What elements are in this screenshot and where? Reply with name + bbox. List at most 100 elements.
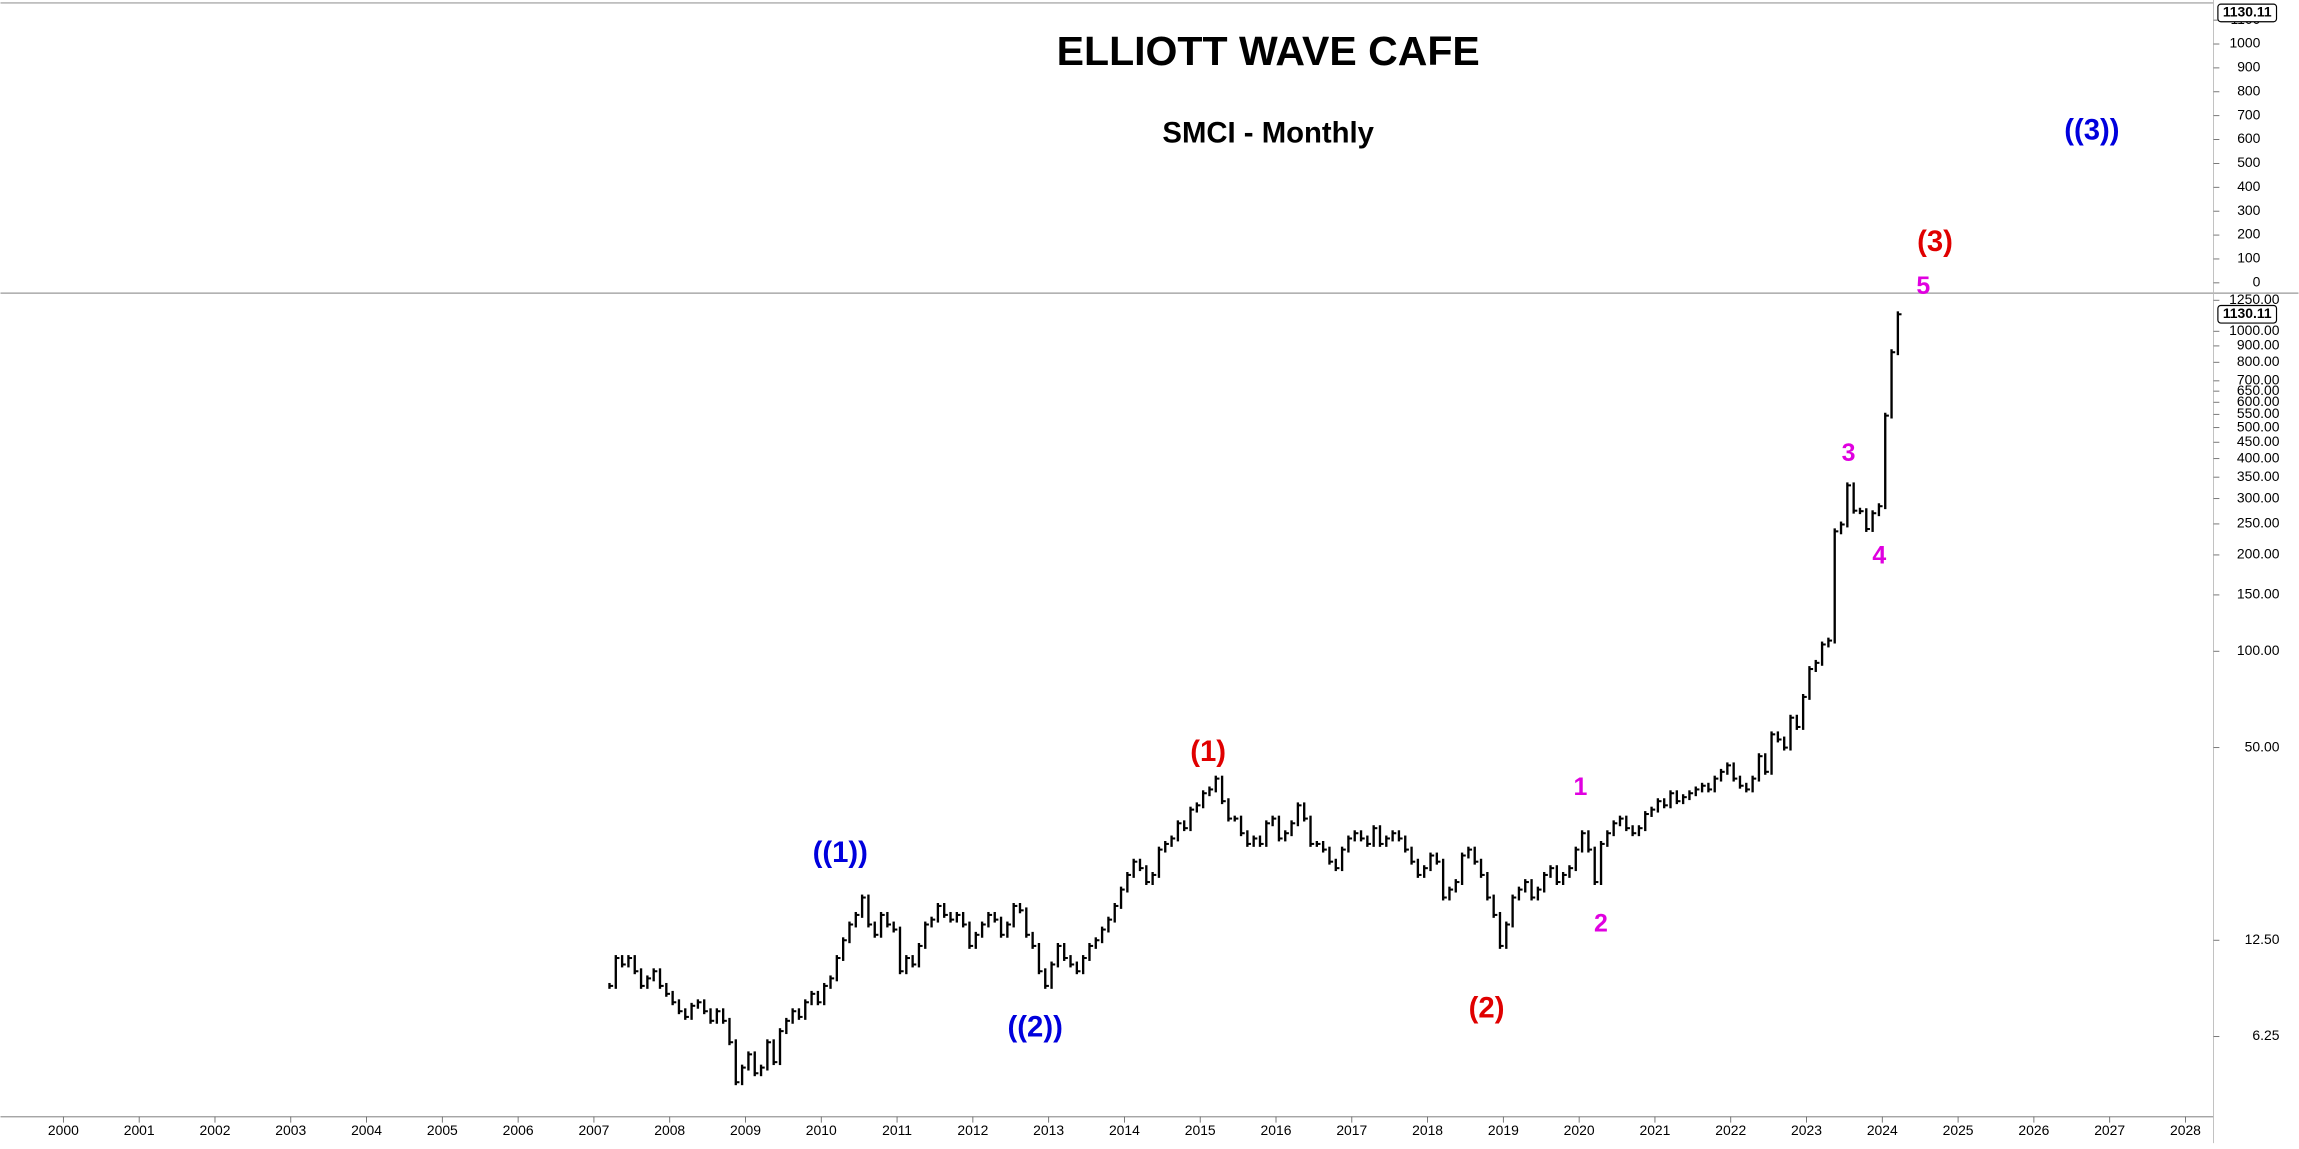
price-bar: [1309, 815, 1315, 847]
y-tick-label: 600.00: [2237, 393, 2280, 409]
x-tick-label: 2010: [806, 1122, 837, 1138]
price-bar: [1732, 762, 1738, 782]
x-tick-label: 2025: [1943, 1122, 1974, 1138]
x-tick-label: 2015: [1185, 1122, 1216, 1138]
price-bar: [1195, 802, 1201, 813]
y2-tick-label: 200: [2237, 226, 2260, 242]
price-bar: [823, 982, 828, 1006]
price-bar: [1631, 825, 1637, 837]
price-bar: [1353, 830, 1359, 842]
price-bar: [1884, 412, 1889, 510]
price-bar: [1568, 865, 1574, 878]
y2-tick-label: 800: [2237, 82, 2260, 98]
price-bar: [747, 1051, 753, 1071]
price-bar: [1347, 835, 1353, 853]
price-bar: [778, 1028, 784, 1066]
y-tick-label: 6.25: [2252, 1027, 2279, 1043]
price-bar: [943, 903, 948, 918]
price-bar: [867, 894, 873, 928]
price-bar: [614, 955, 620, 989]
price-bar: [1296, 802, 1302, 827]
price-bar: [1555, 865, 1561, 885]
price-bar: [1681, 794, 1687, 805]
price-bar: [1650, 806, 1656, 817]
price-bar: [1252, 835, 1258, 847]
price-bar: [1220, 775, 1226, 805]
price-bar: [1820, 641, 1826, 666]
price-bar: [955, 911, 961, 923]
price-bar: [1075, 961, 1081, 975]
price-bar: [1738, 775, 1744, 789]
price-bar: [1833, 528, 1839, 644]
y2-tick-label: 300: [2237, 202, 2260, 218]
price-bar: [1789, 714, 1795, 751]
price-bar: [1814, 659, 1820, 672]
x-tick-label: 2012: [957, 1122, 988, 1138]
price-bar: [949, 911, 955, 923]
price-bar: [892, 921, 898, 933]
price-bar: [677, 999, 683, 1015]
y2-tick-label: 0: [2253, 274, 2261, 290]
y2-tick-label: 500: [2237, 154, 2260, 170]
wave-label: 3: [1842, 439, 1856, 467]
price-bar: [1606, 830, 1612, 847]
price-bar: [1239, 815, 1245, 837]
wave-label: (1): [1190, 735, 1226, 768]
price-bar: [646, 975, 652, 989]
price-bar: [1151, 872, 1157, 885]
price-bar: [1745, 782, 1750, 793]
price-bar: [1460, 852, 1466, 885]
price-bar: [835, 955, 841, 982]
price-bar: [1536, 886, 1542, 901]
price-bar: [715, 1008, 721, 1024]
price-bar: [1094, 937, 1100, 949]
y-tick-label: 450.00: [2237, 433, 2280, 449]
price-bar: [772, 1039, 778, 1066]
price-bar: [1675, 790, 1681, 805]
price-bar: [1321, 840, 1327, 853]
x-tick-label: 2013: [1033, 1122, 1064, 1138]
x-tick-label: 2017: [1336, 1122, 1367, 1138]
price-bar: [1397, 830, 1403, 842]
wave-label: 2: [1594, 909, 1608, 937]
price-bar: [1473, 846, 1479, 865]
x-tick-label: 2020: [1564, 1122, 1595, 1138]
price-bar: [1081, 955, 1087, 975]
price-bar: [1441, 858, 1447, 901]
price-bar: [898, 926, 904, 975]
price-bar: [816, 990, 822, 1006]
price-bar: [1006, 921, 1012, 938]
price-bar: [1126, 872, 1132, 893]
price-tag-box: [2217, 304, 2278, 324]
x-tick-label: 2028: [2170, 1122, 2201, 1138]
y-tick-label: 100.00: [2237, 642, 2280, 658]
price-bar: [1479, 858, 1485, 878]
price-bar: [766, 1039, 772, 1071]
price-bar: [728, 1017, 734, 1046]
x-tick-label: 2027: [2094, 1122, 2125, 1138]
price-bar: [1852, 482, 1858, 514]
x-tick-label: 2000: [48, 1122, 79, 1138]
price-bar: [1783, 736, 1788, 751]
x-tick-label: 2009: [730, 1122, 761, 1138]
price-bar: [1050, 961, 1056, 989]
price-bar: [1031, 931, 1037, 949]
price-bar: [1138, 858, 1144, 872]
x-tick-label: 2014: [1109, 1122, 1140, 1138]
y-tick-label: 350.00: [2237, 468, 2280, 484]
price-bar: [1410, 846, 1416, 865]
price-bar: [1164, 840, 1169, 853]
price-bar: [1201, 790, 1207, 809]
wave-label: (2): [1469, 992, 1505, 1025]
price-bar: [1801, 693, 1807, 730]
price-tag-top: 1130.11: [2223, 4, 2272, 20]
price-bar: [608, 982, 614, 989]
price-bar: [987, 911, 993, 928]
y2-tick-label: 1000: [2229, 35, 2260, 51]
price-bar: [1625, 815, 1630, 832]
price-bar: [1707, 782, 1713, 793]
price-bar: [1372, 825, 1378, 847]
price-bar: [1176, 820, 1182, 842]
price-bar: [841, 937, 847, 961]
